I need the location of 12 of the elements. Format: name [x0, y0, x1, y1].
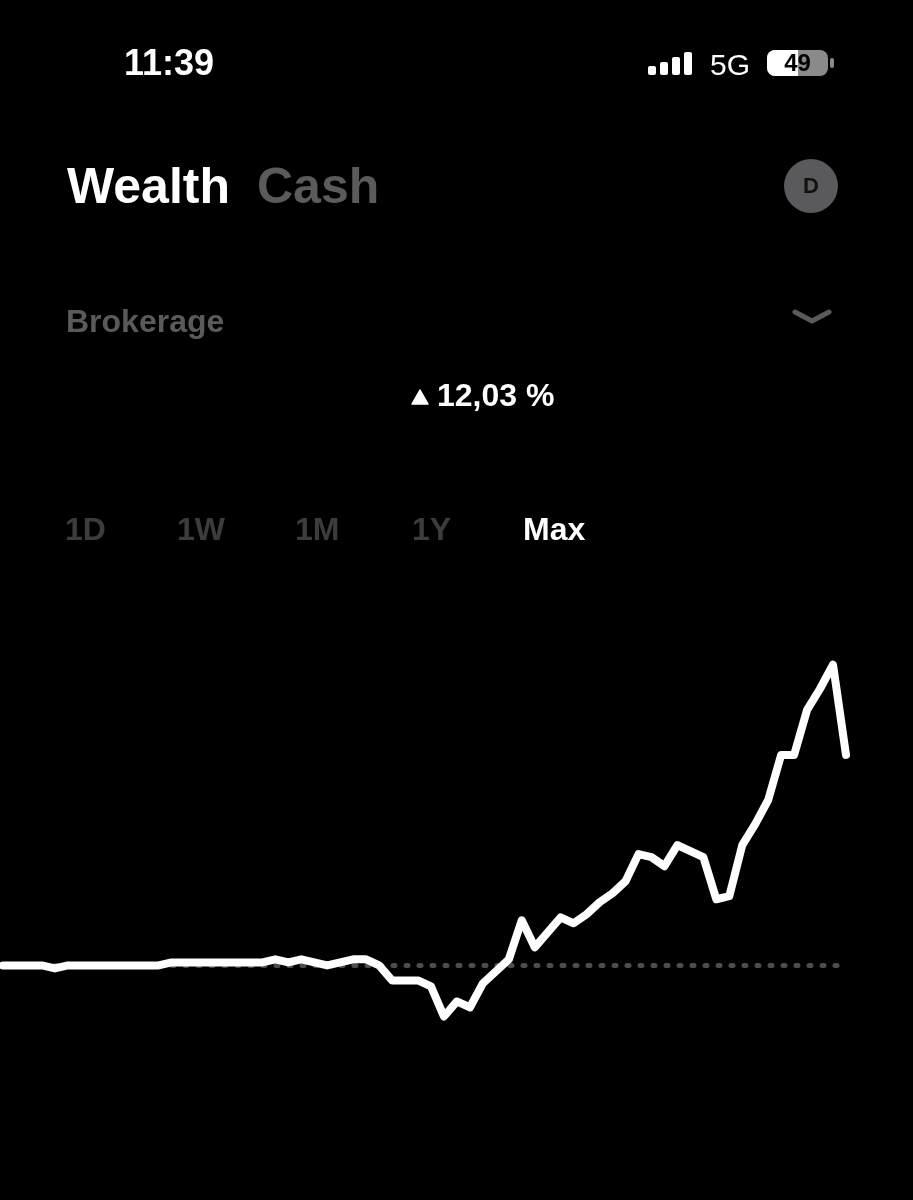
text: 5G — [710, 48, 751, 81]
text: 12,03 % — [437, 377, 555, 413]
text: Wealth — [67, 158, 230, 214]
text: 11:39 — [124, 42, 215, 83]
text: 1Y — [412, 511, 452, 547]
text: Cash — [257, 158, 380, 214]
text: Max — [523, 511, 586, 547]
text: 1W — [177, 511, 225, 547]
text: 1M — [295, 511, 340, 547]
text: 1D — [65, 511, 106, 547]
text: Brokerage — [66, 303, 225, 339]
text: D — [802, 173, 820, 198]
